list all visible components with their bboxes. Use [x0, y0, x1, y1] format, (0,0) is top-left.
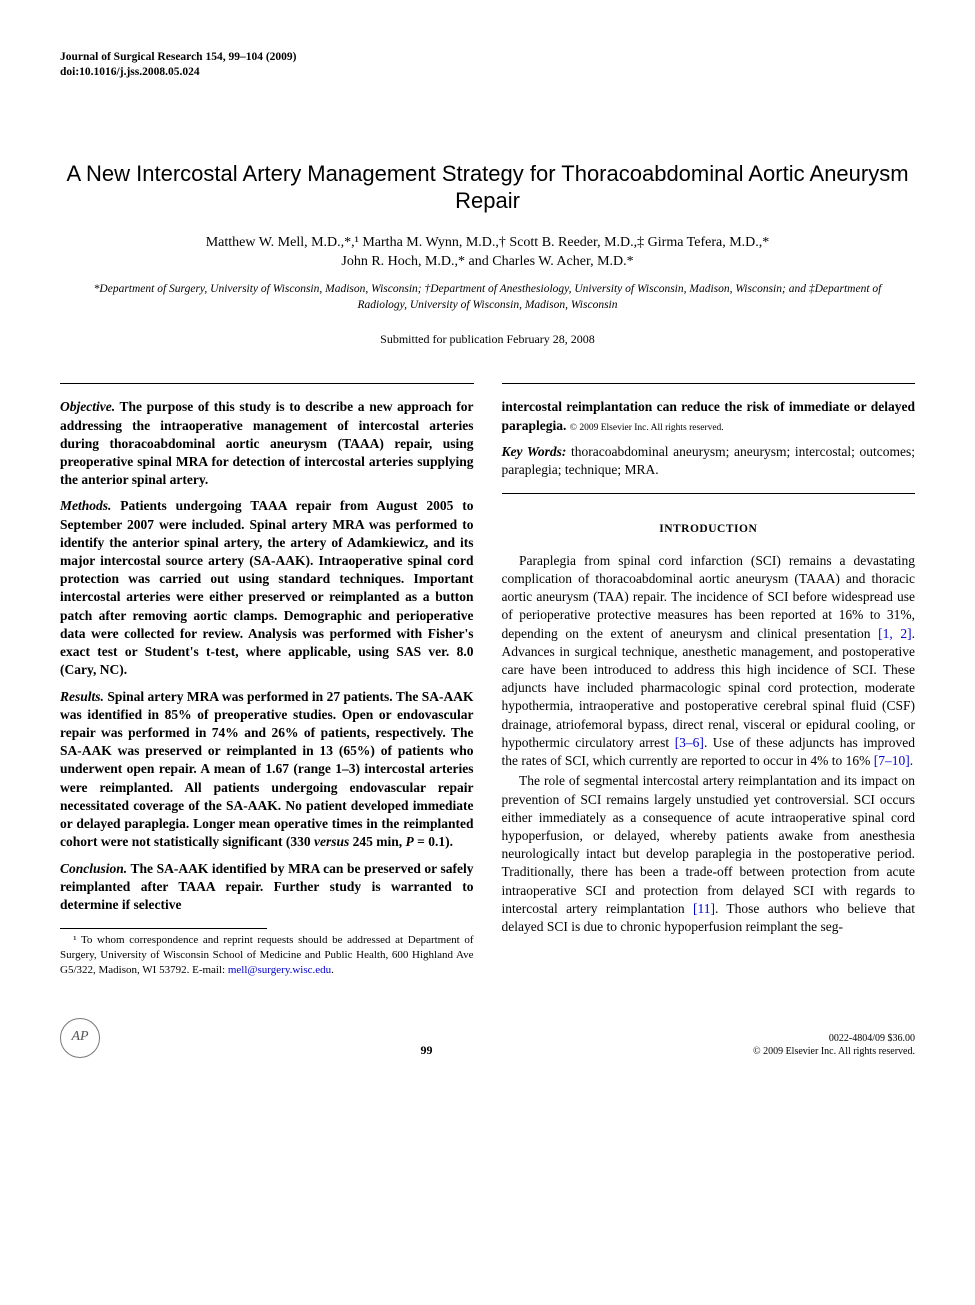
right-column: intercostal reimplantation can reduce th…	[502, 377, 916, 977]
abstract-copyright: © 2009 Elsevier Inc. All rights reserved…	[570, 423, 724, 433]
results-tail: = 0.1).	[414, 834, 453, 849]
page-number: 99	[420, 1042, 432, 1058]
abstract-conclusion: Conclusion. The SA-AAK identified by MRA…	[60, 860, 474, 915]
correspondence-email[interactable]: mell@surgery.wisc.edu	[228, 964, 331, 976]
article-title: A New Intercostal Artery Management Stra…	[60, 160, 915, 215]
citation-11[interactable]: [11]	[693, 901, 715, 916]
keywords-label: Key Words:	[502, 444, 567, 459]
submitted-date: Submitted for publication February 28, 2…	[60, 331, 915, 347]
citation-1-2[interactable]: [1, 2]	[878, 626, 911, 641]
journal-header: Journal of Surgical Research 154, 99–104…	[60, 50, 915, 80]
correspondence-footnote: ¹ To whom correspondence and reprint req…	[60, 933, 474, 978]
results-label: Results.	[60, 689, 104, 704]
abstract-top-rule	[60, 383, 474, 384]
keywords-bottom-rule	[502, 493, 916, 494]
doi: doi:10.1016/j.jss.2008.05.024	[60, 65, 915, 80]
left-column: Objective. The purpose of this study is …	[60, 377, 474, 977]
keywords: Key Words: thoracoabdominal aneurysm; an…	[502, 443, 916, 479]
intro-p1-b: . Advances in surgical technique, anesth…	[502, 626, 916, 750]
abstract-conclusion-tail: intercostal reimplantation can reduce th…	[502, 398, 916, 434]
publisher-logo: AP	[60, 1018, 100, 1058]
objective-label: Objective.	[60, 399, 115, 414]
introduction-heading: INTRODUCTION	[502, 522, 916, 538]
citation-7-10[interactable]: [7–10]	[874, 753, 910, 768]
intro-p1-d: .	[910, 753, 913, 768]
abstract-objective: Objective. The purpose of this study is …	[60, 398, 474, 489]
two-column-body: Objective. The purpose of this study is …	[60, 377, 915, 977]
footer-right: 0022-4804/09 $36.00 © 2009 Elsevier Inc.…	[753, 1032, 915, 1058]
authors: Matthew W. Mell, M.D.,*,¹ Martha M. Wynn…	[60, 233, 915, 272]
intro-p1-a: Paraplegia from spinal cord infarction (…	[502, 553, 916, 641]
authors-line-2: John R. Hoch, M.D.,* and Charles W. Ache…	[341, 254, 633, 269]
p-symbol: P	[406, 834, 414, 849]
conclusion-label: Conclusion.	[60, 861, 127, 876]
intro-paragraph-1: Paraplegia from spinal cord infarction (…	[502, 552, 916, 771]
journal-citation: Journal of Surgical Research 154, 99–104…	[60, 50, 915, 65]
objective-text: The purpose of this study is to describe…	[60, 399, 474, 487]
issn-price: 0022-4804/09 $36.00	[753, 1032, 915, 1045]
page-footer: AP 99 0022-4804/09 $36.00 © 2009 Elsevie…	[60, 1018, 915, 1058]
abstract-results: Results. Spinal artery MRA was performed…	[60, 688, 474, 852]
authors-line-1: Matthew W. Mell, M.D.,*,¹ Martha M. Wynn…	[206, 235, 770, 250]
affiliations: *Department of Surgery, University of Wi…	[60, 282, 915, 313]
ap-logo-icon: AP	[60, 1018, 100, 1058]
footer-copyright: © 2009 Elsevier Inc. All rights reserved…	[753, 1045, 915, 1058]
methods-label: Methods.	[60, 498, 111, 513]
footnote-end: .	[331, 964, 334, 976]
methods-text: Patients undergoing TAAA repair from Aug…	[60, 498, 474, 677]
intro-p2-a: The role of segmental intercostal artery…	[502, 773, 916, 916]
versus-italic: versus	[314, 834, 349, 849]
results-text-post: 245 min,	[349, 834, 405, 849]
citation-3-6[interactable]: [3–6]	[675, 735, 704, 750]
intro-paragraph-2: The role of segmental intercostal artery…	[502, 772, 916, 936]
abstract-top-rule-right	[502, 383, 916, 384]
abstract-methods: Methods. Patients undergoing TAAA repair…	[60, 497, 474, 679]
results-text-pre: Spinal artery MRA was performed in 27 pa…	[60, 689, 474, 850]
footnote-separator	[60, 928, 267, 929]
